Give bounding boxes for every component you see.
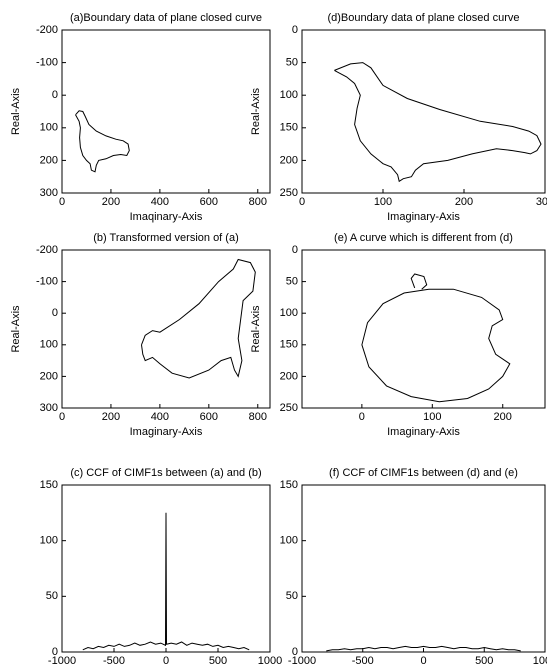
y-tick-label: 300 <box>40 402 58 414</box>
y-axis-label: Real-Axis <box>10 305 22 353</box>
x-tick-label: -500 <box>103 655 125 667</box>
x-tick-label: 0 <box>59 411 65 423</box>
x-axis-label: Imaginary-Axis <box>387 211 460 223</box>
x-tick-label: 800 <box>249 196 267 208</box>
x-tick-label: 600 <box>200 196 218 208</box>
axes-box <box>61 249 271 409</box>
x-tick-label: 500 <box>475 655 493 667</box>
panel-title: (b) Transformed version of (a) <box>93 232 239 244</box>
y-tick-label: -100 <box>36 57 58 69</box>
x-axis-label: Imaginary-Axis <box>387 426 460 438</box>
y-tick-label: 200 <box>280 154 298 166</box>
y-tick-label: 100 <box>40 122 58 134</box>
axes-box <box>301 484 546 653</box>
y-tick-label: 0 <box>52 89 58 101</box>
x-tick-label: 800 <box>249 411 267 423</box>
x-tick-label: 300 <box>536 196 547 208</box>
x-tick-label: 1000 <box>258 655 282 667</box>
x-tick-label: 0 <box>299 196 305 208</box>
x-axis-label: Imaqinary-Axis <box>130 211 203 223</box>
y-tick-label: -100 <box>36 276 58 288</box>
panel-title: (f) CCF of CIMF1s between (d) and (e) <box>329 467 518 479</box>
axes-box <box>301 29 546 194</box>
y-tick-label: 50 <box>286 57 298 69</box>
panel-title: (a)Boundary data of plane closed curve <box>70 12 262 24</box>
y-tick-label: 100 <box>280 535 298 547</box>
y-tick-label: 250 <box>280 187 298 199</box>
curve <box>141 258 256 379</box>
x-tick-label: 100 <box>423 411 441 423</box>
y-tick-label: 0 <box>292 244 298 256</box>
y-tick-label: 100 <box>40 339 58 351</box>
x-tick-label: -1000 <box>288 655 316 667</box>
x-tick-label: 0 <box>59 196 65 208</box>
y-tick-label: 0 <box>292 24 298 36</box>
panel-title: (e) A curve which is different from (d) <box>334 232 513 244</box>
x-tick-label: 200 <box>102 411 120 423</box>
y-tick-label: 0 <box>52 307 58 319</box>
curve <box>361 273 511 403</box>
x-tick-label: 200 <box>455 196 473 208</box>
y-tick-label: 150 <box>40 479 58 491</box>
axes-box <box>301 249 546 409</box>
x-tick-label: 0 <box>420 655 426 667</box>
y-tick-label: 50 <box>46 590 58 602</box>
y-tick-label: 200 <box>40 154 58 166</box>
y-tick-label: 150 <box>280 122 298 134</box>
curve <box>75 110 130 173</box>
y-tick-label: 300 <box>40 187 58 199</box>
y-tick-label: -200 <box>36 244 58 256</box>
x-tick-label: 600 <box>200 411 218 423</box>
y-axis-label: Real-Axis <box>250 305 262 353</box>
x-axis-label: Imaginary-Axis <box>130 426 203 438</box>
y-tick-label: -200 <box>36 24 58 36</box>
x-tick-label: 200 <box>102 196 120 208</box>
x-tick-label: -1000 <box>48 655 76 667</box>
y-tick-label: 100 <box>280 89 298 101</box>
y-tick-label: 100 <box>280 307 298 319</box>
y-tick-label: 50 <box>286 276 298 288</box>
panel-title: (d)Boundary data of plane closed curve <box>327 12 519 24</box>
y-tick-label: 200 <box>40 370 58 382</box>
x-tick-label: 200 <box>494 411 512 423</box>
x-tick-label: 400 <box>151 196 169 208</box>
x-tick-label: -500 <box>352 655 374 667</box>
y-axis-label: Real-Axis <box>250 87 262 135</box>
curve <box>334 62 542 183</box>
curve <box>326 645 521 652</box>
x-tick-label: 500 <box>209 655 227 667</box>
y-tick-label: 150 <box>280 479 298 491</box>
x-tick-label: 1000 <box>533 655 547 667</box>
y-tick-label: 200 <box>280 370 298 382</box>
x-tick-label: 0 <box>359 411 365 423</box>
y-tick-label: 50 <box>286 590 298 602</box>
panel-title: (c) CCF of CIMF1s between (a) and (b) <box>70 467 261 479</box>
y-axis-label: Real-Axis <box>10 87 22 135</box>
y-tick-label: 100 <box>40 535 58 547</box>
y-tick-label: 150 <box>280 339 298 351</box>
y-tick-label: 0 <box>52 646 58 658</box>
x-tick-label: 100 <box>374 196 392 208</box>
axes-box <box>61 29 271 194</box>
x-tick-label: 0 <box>163 655 169 667</box>
y-tick-label: 250 <box>280 402 298 414</box>
y-tick-label: 0 <box>292 646 298 658</box>
curve <box>82 512 250 651</box>
x-tick-label: 400 <box>151 411 169 423</box>
